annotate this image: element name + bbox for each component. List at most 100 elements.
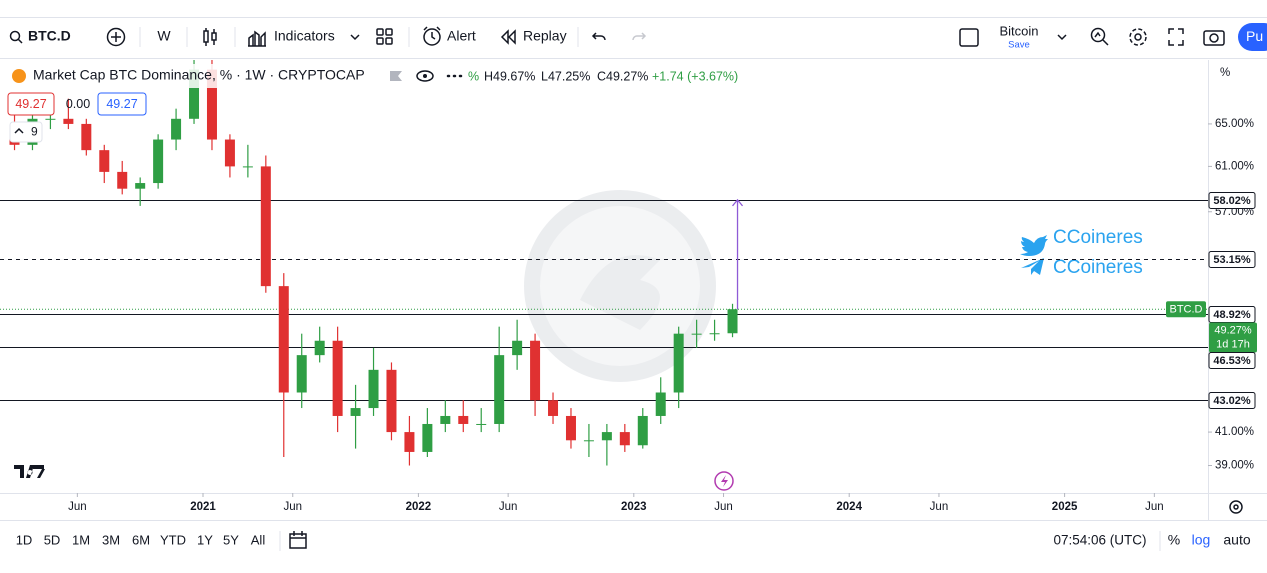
candle-body (135, 183, 146, 189)
axis-settings[interactable] (1229, 500, 1243, 514)
candle-body (601, 432, 612, 441)
auto-toggle[interactable]: auto (1223, 532, 1250, 548)
replay-button[interactable]: Replay (500, 28, 567, 45)
snapshot-button[interactable] (1203, 30, 1225, 46)
x-tick-label: Jun (68, 501, 87, 513)
ohlc-value: +1.74 (+3.67%) (652, 69, 738, 83)
watermark-social: CCoineres CCoineres (1020, 227, 1143, 278)
event-icon (721, 475, 728, 487)
candle-body (45, 118, 56, 120)
gear-icon (1129, 28, 1147, 46)
x-tick-label: Jun (930, 501, 949, 513)
ohlc-value: H49.67% (484, 69, 535, 83)
candle-body (565, 415, 576, 441)
chart-type-button[interactable] (203, 28, 217, 46)
indicators-toggle[interactable]: 9 (9, 121, 43, 143)
candle-body (153, 139, 164, 184)
layout-name-button[interactable]: Bitcoin Save (999, 23, 1067, 51)
grid-icon (385, 37, 393, 45)
publish-label: Pu (1246, 28, 1263, 44)
layout-name: Bitcoin (999, 23, 1038, 38)
candle-body (332, 340, 343, 416)
candle-body (314, 340, 325, 356)
last-price-tag (1209, 322, 1257, 353)
search-icon (9, 30, 21, 42)
gear-icon (1233, 504, 1239, 510)
compare-button[interactable] (106, 27, 126, 47)
camera-icon (1203, 30, 1225, 46)
candle-body (171, 118, 182, 140)
alert-button[interactable]: Alert (423, 26, 476, 46)
gear-icon (1229, 500, 1243, 514)
watermark-circle (540, 206, 700, 366)
indicators-button[interactable]: Indicators (248, 28, 360, 47)
y-tick-label: 41.00% (1215, 426, 1254, 438)
level-price-label: 46.53% (1213, 355, 1251, 367)
sell-box[interactable] (7, 92, 55, 116)
range-button[interactable]: 1D (16, 532, 33, 547)
percent-toggle[interactable]: % (1168, 532, 1180, 548)
alert-label: Alert (447, 28, 476, 44)
goto-date-button[interactable] (289, 531, 307, 549)
clock[interactable]: 07:54:06 (UTC) (1053, 533, 1146, 548)
indicator-count: 9 (31, 125, 38, 139)
event-marker[interactable] (714, 471, 734, 491)
quick-search[interactable] (1090, 27, 1109, 46)
candle-body (278, 286, 289, 393)
camera-icon (1209, 33, 1219, 43)
level-price-label: 48.92% (1213, 309, 1251, 321)
top-toolbar: BTC.D W Indicators Alert Replay Bitcoin … (0, 17, 1267, 59)
logo-shape (14, 465, 34, 478)
x-tick-label: 2022 (406, 501, 432, 513)
range-button[interactable]: 1M (72, 532, 90, 547)
level-price-tag (1208, 392, 1256, 409)
countdown-label: 1d 17h (1216, 338, 1250, 350)
watermark-circle (524, 190, 716, 382)
interval[interactable]: W (157, 28, 171, 44)
candle-icon (205, 28, 215, 46)
settings-button[interactable] (1129, 28, 1147, 46)
bottom-bar: 07:54:06 (UTC) % log auto 1D 5D 1M 3M 6M YTD 1… (16, 531, 1251, 551)
replay-icon (500, 29, 516, 45)
candle-body (512, 340, 523, 356)
level-price-tag (1208, 352, 1256, 369)
candle-body (548, 400, 559, 416)
telegram-icon (1021, 258, 1044, 275)
indicators-label: Indicators (274, 28, 335, 44)
range-button[interactable]: YTD (160, 532, 186, 547)
level-price-label: 53.15% (1213, 254, 1251, 266)
layout-checkbox[interactable] (959, 28, 979, 47)
log-toggle[interactable]: log (1192, 532, 1211, 548)
candle-body (350, 408, 361, 416)
candle-body (476, 423, 487, 425)
undo-button[interactable] (591, 32, 606, 41)
symbol-tag (1166, 301, 1206, 318)
level-price-tag (1208, 251, 1256, 268)
buy-box[interactable] (97, 92, 147, 116)
candle-body (494, 355, 505, 424)
redo-button[interactable] (632, 32, 647, 41)
candle-body (206, 69, 217, 140)
symbol-search[interactable]: BTC.D (9, 28, 71, 44)
range-button[interactable]: 3M (102, 532, 120, 547)
horizontal-levels (0, 200, 1208, 401)
range-button[interactable]: 5D (44, 532, 61, 547)
grid-icon (376, 28, 384, 36)
legend: Market Cap BTC Dominance, % · 1W · CRYPT… (4, 64, 764, 143)
logo-shape (37, 469, 45, 478)
range-button[interactable]: 5Y (223, 532, 239, 547)
fullscreen-button[interactable] (1168, 28, 1184, 46)
projection-arrow (732, 198, 744, 310)
eye-icon[interactable] (416, 70, 434, 82)
indicators-icon (248, 30, 266, 47)
candle-body (673, 333, 684, 393)
range-button[interactable]: 1Y (197, 532, 213, 547)
publish-button[interactable]: Pu (1238, 23, 1267, 51)
range-button[interactable]: All (251, 532, 266, 547)
y-tick-label: 61.00% (1215, 160, 1254, 172)
flag-icon[interactable] (390, 71, 402, 81)
range-button[interactable]: 6M (132, 532, 150, 547)
x-tick-label: 2024 (836, 501, 862, 513)
layouts-button[interactable] (376, 28, 393, 45)
x-tick-label: 2023 (621, 501, 647, 513)
